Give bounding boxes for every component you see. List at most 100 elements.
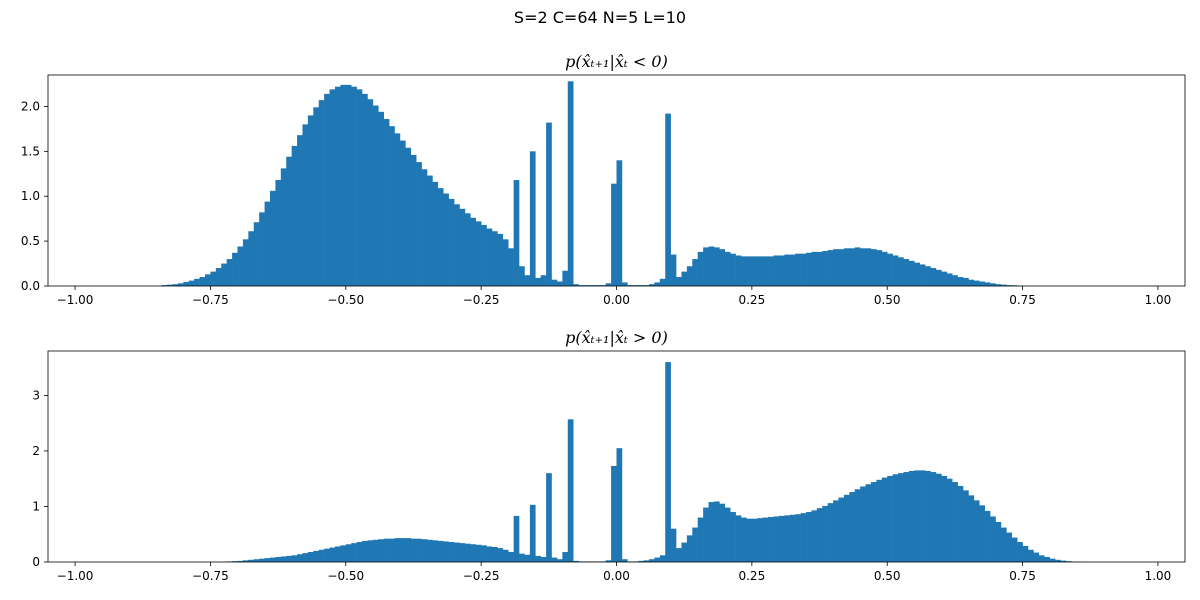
histogram-bar — [768, 517, 774, 562]
histogram-bar — [930, 268, 937, 286]
histogram-bar — [751, 256, 758, 286]
histogram-bar — [540, 557, 547, 562]
histogram-bar — [773, 516, 780, 562]
histogram-bar — [665, 113, 671, 286]
histogram-bar — [789, 254, 796, 286]
histogram-bar — [177, 283, 184, 286]
x-tick-label: 0.25 — [738, 569, 765, 583]
histogram-bar — [1006, 285, 1013, 286]
histogram-bar — [172, 284, 179, 286]
histogram-bar — [362, 93, 368, 286]
histogram-bar — [914, 470, 920, 562]
histogram-bar — [643, 285, 650, 286]
histogram-bar — [1017, 542, 1023, 562]
histogram-bar — [535, 277, 541, 286]
x-tick-label: −0.50 — [327, 293, 364, 307]
x-tick-label: −0.25 — [463, 293, 500, 307]
histogram-bar — [291, 145, 298, 286]
histogram-bar — [849, 248, 856, 286]
histogram-bar — [427, 175, 433, 286]
histogram-bar — [367, 540, 374, 562]
histogram-bar — [659, 555, 666, 562]
histogram-bar — [481, 545, 487, 562]
histogram-bar — [567, 81, 574, 286]
histogram-bar — [567, 419, 574, 562]
histogram-bar — [833, 249, 839, 286]
histogram-bar — [394, 133, 401, 286]
histogram-bar — [1033, 552, 1040, 562]
histogram-bar — [432, 181, 439, 286]
histogram-bar — [280, 168, 287, 286]
histogram-bar — [351, 86, 357, 286]
histogram-bar — [741, 256, 747, 286]
histogram-bar — [269, 190, 276, 286]
histogram-bar — [302, 553, 309, 562]
histogram-bar — [773, 255, 780, 286]
histogram-bar — [632, 285, 639, 286]
histogram-bar — [405, 147, 412, 286]
histogram-bar — [421, 169, 428, 286]
histogram-bar — [199, 277, 206, 286]
histogram-bar — [881, 251, 888, 286]
histogram-bar — [968, 495, 975, 562]
histogram-bar — [448, 198, 455, 286]
histogram-bar — [459, 543, 466, 562]
histogram-bar — [194, 278, 200, 286]
histogram-bar — [681, 542, 688, 562]
histogram-bar — [318, 549, 325, 562]
histogram-bar — [253, 559, 260, 562]
histogram-bar — [843, 248, 850, 286]
histogram-bar — [643, 560, 650, 562]
histogram-bar — [778, 255, 785, 286]
histogram-bar — [318, 100, 325, 286]
histogram-bar — [941, 271, 948, 286]
histogram-bar — [973, 280, 980, 286]
histogram-bar — [827, 503, 834, 562]
histogram-bar — [670, 254, 677, 286]
histogram-bar — [378, 539, 384, 562]
histogram-bar — [952, 482, 958, 562]
histogram-bar — [827, 250, 834, 286]
histogram-bar — [546, 473, 552, 562]
histogram-bar — [573, 560, 579, 562]
histogram-bar — [654, 557, 661, 562]
histogram-bar — [903, 472, 910, 562]
histogram-bar — [362, 540, 368, 562]
histogram-bar — [995, 284, 1002, 286]
histogram-bar — [611, 465, 617, 562]
histogram-bar — [454, 204, 460, 286]
histogram-bar — [1027, 549, 1034, 562]
histogram-bar — [519, 553, 525, 562]
histogram-bar — [946, 273, 953, 286]
histogram-bar — [286, 555, 292, 562]
histogram-bar — [432, 540, 439, 562]
histogram-bar — [898, 473, 904, 562]
histogram-bar — [502, 549, 509, 562]
y-tick-label: 2 — [32, 444, 40, 458]
histogram-bar — [865, 248, 872, 286]
histogram-bar — [394, 538, 401, 562]
histogram-bar — [578, 285, 585, 286]
x-tick-label: −1.00 — [57, 569, 94, 583]
histogram-bar — [232, 252, 238, 286]
y-tick-label: 0.0 — [21, 279, 40, 293]
histogram-bar — [410, 154, 417, 286]
histogram-bar — [887, 253, 893, 286]
y-tick-label: 1.0 — [21, 189, 40, 203]
histogram-bar — [621, 282, 628, 286]
histogram-bar — [562, 270, 569, 286]
histogram-bar — [713, 501, 720, 562]
histogram-bar — [708, 246, 715, 286]
histogram-bar — [659, 278, 666, 286]
histogram-bar — [697, 251, 704, 286]
histogram-bar — [524, 275, 531, 286]
histogram-bar — [513, 180, 520, 286]
histogram-bar — [264, 558, 271, 562]
x-tick-label: 1.00 — [1145, 569, 1172, 583]
histogram-bar — [703, 507, 709, 562]
y-tick-label: 1.5 — [21, 144, 40, 158]
histogram-bar — [405, 538, 412, 562]
histogram-bar — [584, 285, 590, 286]
histogram-bar — [275, 180, 282, 286]
histogram-bar — [616, 448, 623, 562]
